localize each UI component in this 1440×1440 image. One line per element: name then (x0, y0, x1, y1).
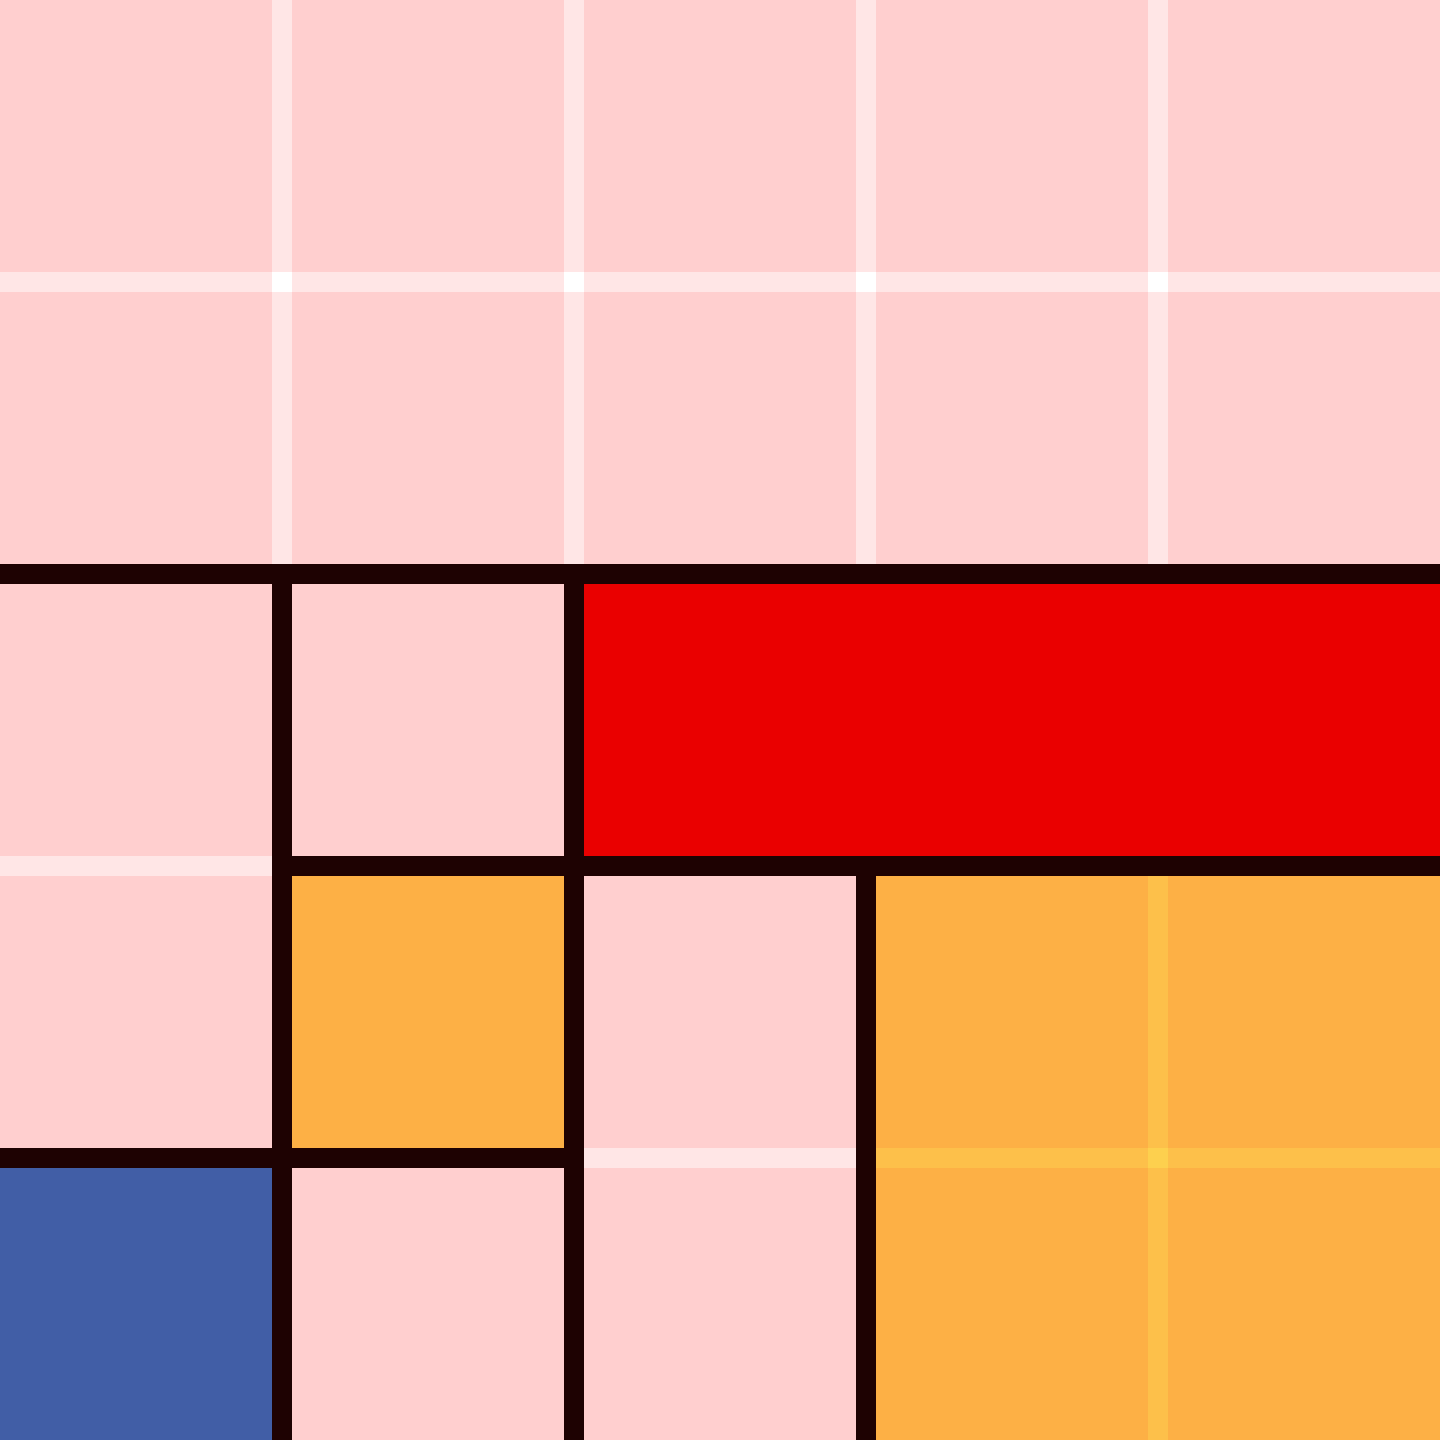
board-cell-r0-c2[interactable] (564, 0, 876, 292)
board-cell-r0-c0[interactable] (0, 0, 292, 292)
board-cell-r1-c4[interactable] (1148, 272, 1440, 584)
board-cell-r3-c3-orange[interactable] (856, 856, 1168, 1168)
board-cell-r3-c1-orange[interactable] (272, 856, 584, 1168)
board-cell-r4-c3-orange[interactable] (856, 1148, 1168, 1440)
board-cell-r2-c3-red[interactable] (856, 564, 1168, 876)
board-cell-r1-c1[interactable] (272, 272, 584, 584)
board-cell-r2-c1[interactable] (272, 564, 584, 876)
board-cell-r4-c0-blue[interactable] (0, 1148, 292, 1440)
board-cell-r4-c1[interactable] (272, 1148, 584, 1440)
board-cell-r4-c4-orange[interactable] (1148, 1148, 1440, 1440)
board-cell-r4-c2[interactable] (564, 1148, 876, 1440)
board-cell-r0-c3[interactable] (856, 0, 1168, 292)
board-cell-r0-c1[interactable] (272, 0, 584, 292)
board-cell-r1-c3[interactable] (856, 272, 1168, 584)
board-cell-r3-c0[interactable] (0, 856, 292, 1168)
board-cell-r2-c2-red[interactable] (564, 564, 876, 876)
board-cell-r2-c0[interactable] (0, 564, 292, 876)
board-cell-r0-c4[interactable] (1148, 0, 1440, 292)
board-cell-r3-c4-orange[interactable] (1148, 856, 1440, 1168)
board-cell-r1-c2[interactable] (564, 272, 876, 584)
board-cell-r1-c0[interactable] (0, 272, 292, 584)
board-cell-r2-c4-red[interactable] (1148, 564, 1440, 876)
board-cell-r3-c2[interactable] (564, 856, 876, 1168)
